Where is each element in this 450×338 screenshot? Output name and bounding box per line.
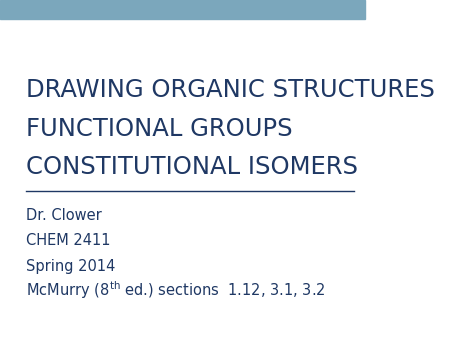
Text: FUNCTIONAL GROUPS: FUNCTIONAL GROUPS	[26, 117, 292, 141]
Text: Dr. Clower: Dr. Clower	[26, 208, 101, 223]
Text: CONSTITUTIONAL ISOMERS: CONSTITUTIONAL ISOMERS	[26, 155, 358, 179]
Text: CHEM 2411: CHEM 2411	[26, 233, 110, 248]
Text: McMurry (8$^{\rm th}$ ed.) sections  1.12, 3.1, 3.2: McMurry (8$^{\rm th}$ ed.) sections 1.12…	[26, 279, 324, 300]
Bar	[0, 0, 365, 19]
Text: Spring 2014: Spring 2014	[26, 259, 115, 273]
Text: DRAWING ORGANIC STRUCTURES: DRAWING ORGANIC STRUCTURES	[26, 78, 434, 102]
